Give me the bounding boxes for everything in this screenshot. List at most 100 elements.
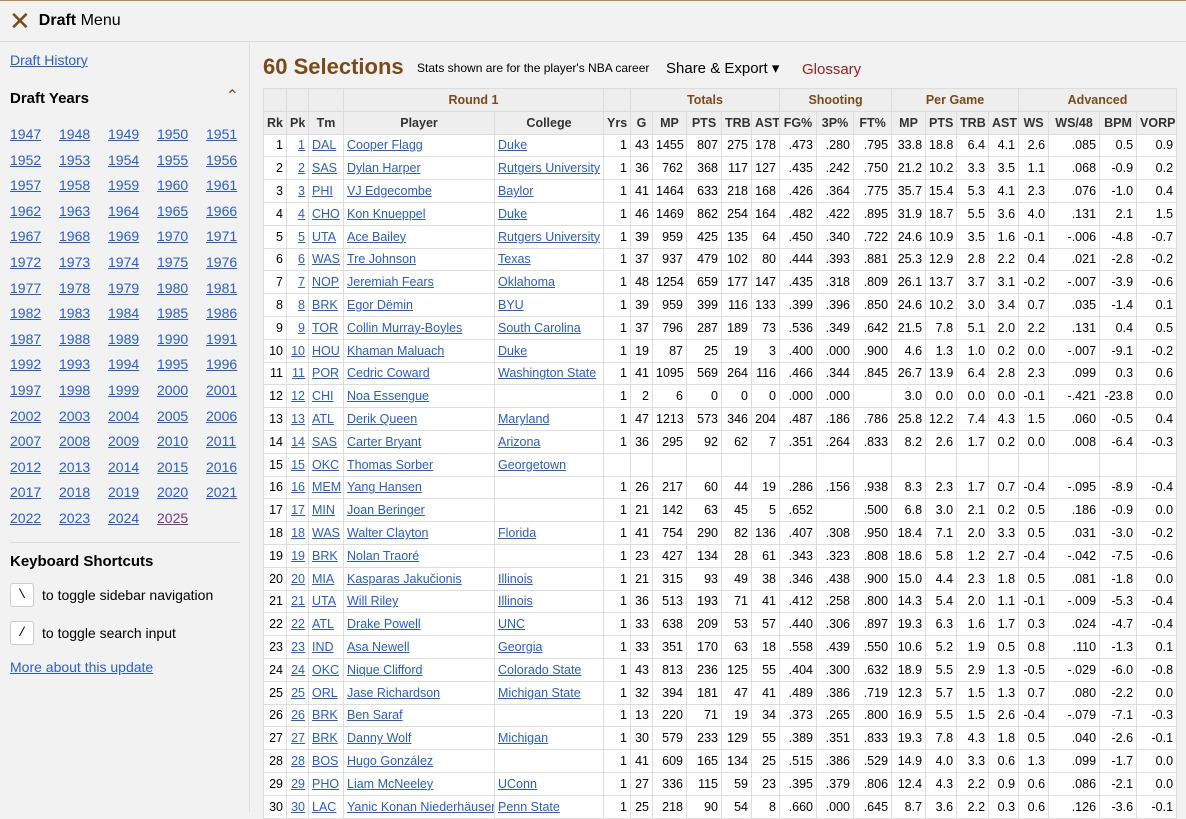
cell-link[interactable]: 17 (291, 503, 305, 518)
cell-link[interactable]: ATL (312, 412, 334, 427)
year-link[interactable]: 1964 (108, 202, 140, 219)
year-link[interactable]: 1984 (108, 305, 140, 322)
cell-link[interactable]: Will Riley (347, 594, 399, 609)
collapse-caret[interactable]: ⌃ (225, 88, 239, 105)
cell-link[interactable]: PHO (312, 776, 340, 791)
cell-link[interactable]: CHO (312, 206, 340, 221)
year-link[interactable]: 1985 (157, 305, 189, 322)
year-link[interactable]: 2004 (108, 407, 140, 424)
year-link[interactable]: 1994 (108, 356, 140, 373)
cell-link[interactable]: BRK (312, 731, 338, 746)
year-link[interactable]: 1949 (108, 126, 140, 142)
cell-link[interactable]: Duke (498, 206, 528, 221)
year-link[interactable]: 2012 (10, 458, 42, 475)
year-link[interactable]: 1979 (108, 279, 140, 296)
year-link[interactable]: 2025 (157, 509, 189, 526)
cell-link[interactable]: Colorado State (498, 662, 582, 677)
cell-link[interactable]: Cedric Coward (347, 366, 430, 381)
cell-link[interactable]: Derik Queen (347, 412, 418, 427)
cell-link[interactable]: Georgia (498, 640, 543, 655)
cell-link[interactable]: LAC (312, 799, 337, 814)
cell-link[interactable]: Jase Richardson (347, 685, 441, 700)
cell-link[interactable]: Yanic Konan Niederhäuser (347, 799, 495, 814)
cell-link[interactable]: Collin Murray-Boyles (347, 320, 463, 335)
cell-link[interactable]: 20 (291, 571, 305, 586)
year-link[interactable]: 1969 (108, 228, 140, 245)
year-link[interactable]: 2016 (206, 458, 238, 475)
year-link[interactable]: 2003 (59, 407, 91, 424)
cell-link[interactable]: 12 (291, 389, 305, 404)
cell-link[interactable]: 30 (291, 799, 305, 814)
year-link[interactable]: 2020 (157, 484, 189, 501)
cell-link[interactable]: IND (312, 640, 334, 655)
year-link[interactable]: 1951 (206, 126, 238, 142)
year-link[interactable]: 1981 (206, 279, 238, 296)
year-link[interactable]: 2001 (206, 381, 238, 398)
cell-link[interactable]: 28 (291, 754, 305, 768)
cell-link[interactable]: Michigan (498, 731, 549, 746)
cell-link[interactable]: BRK (312, 548, 338, 563)
year-link[interactable]: 1960 (157, 177, 189, 194)
cell-link[interactable]: Asa Newell (347, 640, 410, 655)
cell-link[interactable]: 14 (291, 434, 305, 449)
year-link[interactable]: 1987 (10, 330, 42, 347)
share-export[interactable]: Share & Export ▾ (666, 60, 780, 77)
year-link[interactable]: 1958 (59, 177, 91, 194)
year-link[interactable]: 2021 (206, 484, 238, 501)
cell-link[interactable]: Nique Clifford (347, 662, 423, 677)
cell-link[interactable]: Washington State (498, 366, 597, 381)
cell-link[interactable]: WAS (312, 526, 341, 541)
cell-link[interactable]: Walter Clayton (347, 526, 429, 541)
cell-link[interactable]: South Carolina (498, 320, 581, 335)
cell-link[interactable]: UNC (498, 617, 526, 632)
cell-link[interactable]: DAL (312, 138, 337, 153)
glossary[interactable]: Glossary (802, 61, 862, 78)
cell-link[interactable]: PHI (312, 184, 333, 199)
cell-link[interactable]: Cooper Flagg (347, 138, 423, 153)
cell-link[interactable]: 2 (298, 161, 305, 176)
cell-link[interactable]: Duke (498, 343, 528, 358)
cell-link[interactable]: Jeremiah Fears (347, 275, 434, 290)
cell-link[interactable]: Kasparas Jakučionis (347, 571, 462, 586)
cell-link[interactable]: Drake Powell (347, 617, 421, 632)
cell-link[interactable]: 6 (298, 252, 305, 267)
cell-link[interactable]: Kon Knueppel (347, 206, 426, 221)
cell-link[interactable]: Tre Johnson (347, 252, 417, 267)
cell-link[interactable]: CHI (312, 389, 334, 404)
cell-link[interactable]: OKC (312, 457, 340, 472)
year-link[interactable]: 1998 (59, 381, 91, 398)
year-link[interactable]: 1977 (10, 279, 42, 296)
year-link[interactable]: 1993 (59, 356, 91, 373)
cell-link[interactable]: UConn (498, 776, 537, 791)
cell-link[interactable]: SAS (312, 434, 338, 449)
cell-link[interactable]: Arizona (498, 434, 541, 449)
cell-link[interactable]: SAS (312, 161, 338, 176)
year-link[interactable]: 1962 (10, 202, 42, 219)
cell-link[interactable]: Michigan State (498, 685, 581, 700)
year-link[interactable]: 2014 (108, 458, 140, 475)
year-link[interactable]: 1989 (108, 330, 140, 347)
cell-link[interactable]: 3 (298, 184, 305, 199)
cell-link[interactable]: 26 (291, 708, 305, 723)
cell-link[interactable]: Nolan Traoré (347, 548, 420, 563)
cell-link[interactable]: 4 (298, 206, 305, 221)
cell-link[interactable]: BYU (498, 298, 524, 313)
cell-link[interactable]: HOU (312, 343, 340, 358)
year-link[interactable]: 1967 (10, 228, 42, 245)
cell-link[interactable]: Carter Bryant (347, 434, 422, 449)
cell-link[interactable]: Joan Beringer (347, 503, 425, 518)
more-link[interactable]: More about this update (10, 659, 154, 675)
cell-link[interactable]: Rutgers University (498, 229, 601, 244)
year-link[interactable]: 1995 (157, 356, 189, 373)
cell-link[interactable]: UTA (312, 594, 337, 609)
year-link[interactable]: 1957 (10, 177, 42, 194)
year-link[interactable]: 2009 (108, 433, 140, 450)
year-link[interactable]: 2023 (59, 509, 91, 526)
year-link[interactable]: 1988 (59, 330, 91, 347)
cell-link[interactable]: NOP (312, 275, 340, 290)
year-link[interactable]: 1972 (10, 253, 42, 270)
year-link[interactable]: 1997 (10, 381, 42, 398)
year-link[interactable]: 2024 (108, 509, 140, 526)
cell-link[interactable]: 19 (291, 548, 305, 563)
cell-link[interactable]: Georgetown (498, 457, 567, 472)
